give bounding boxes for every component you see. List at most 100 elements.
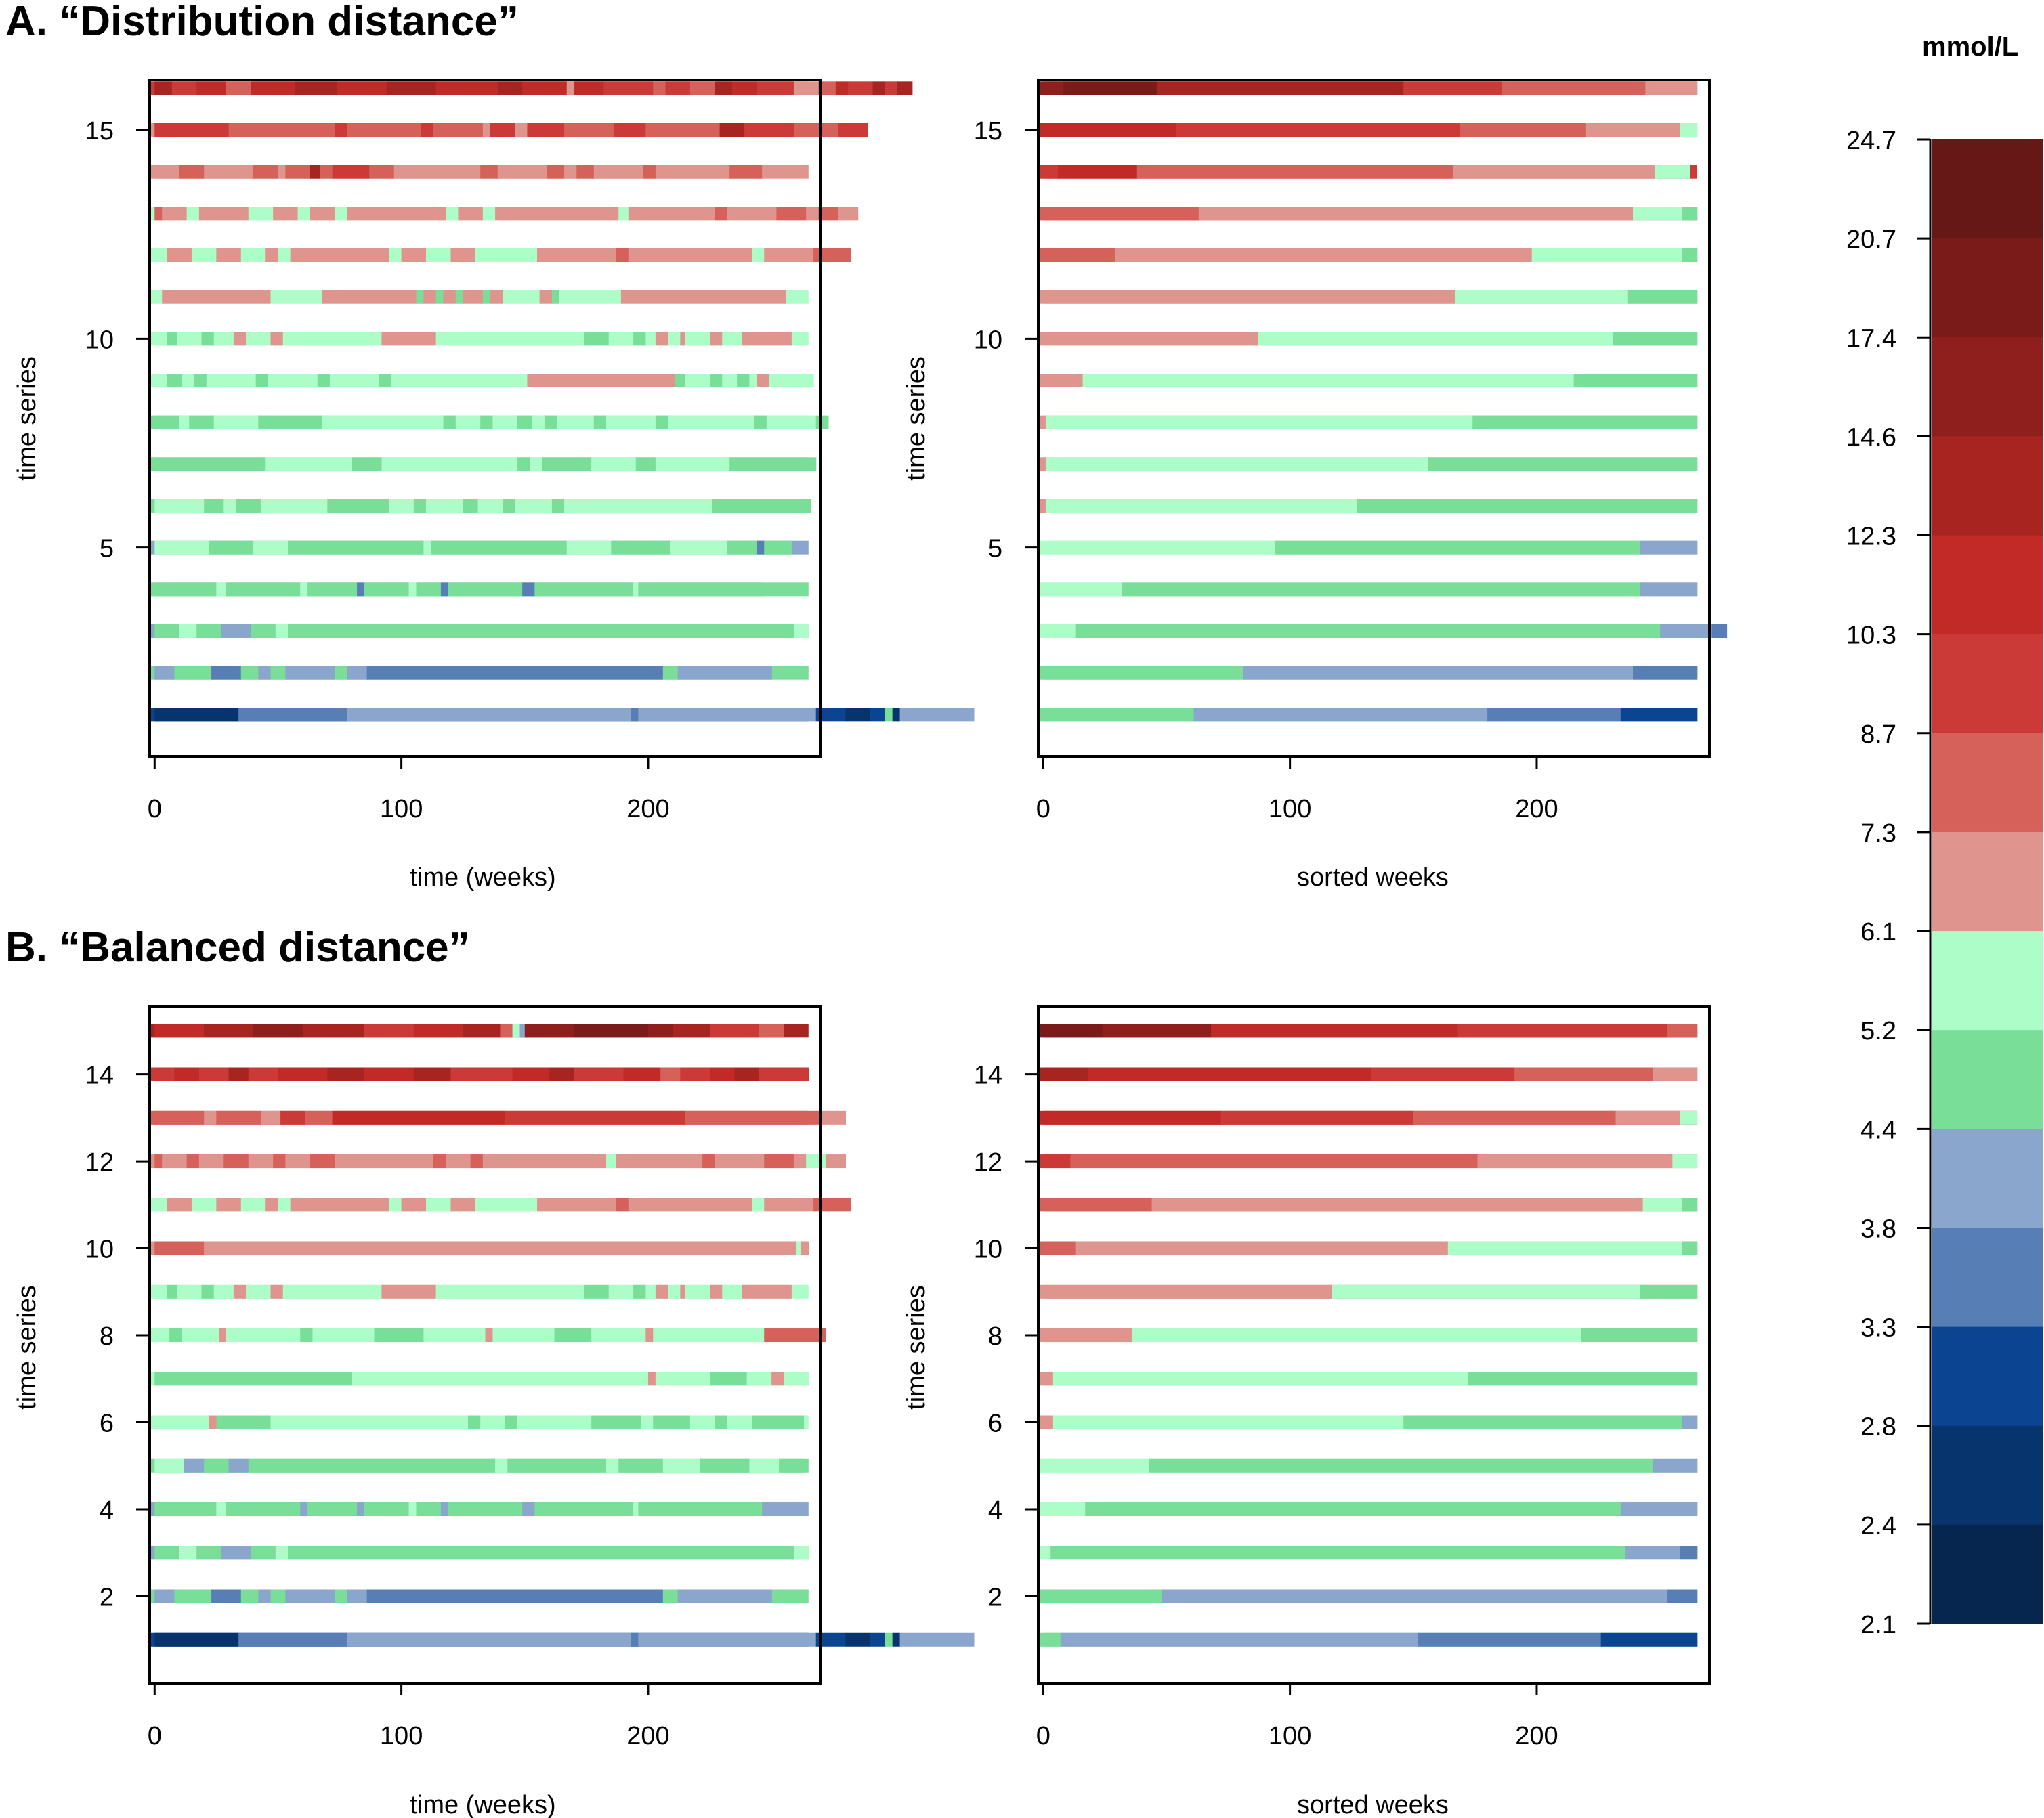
week-segment	[522, 81, 568, 95]
week-segment	[413, 499, 427, 513]
week-segment	[179, 624, 197, 638]
week-segment	[278, 1198, 291, 1212]
week-segment	[655, 457, 730, 471]
week-segment	[201, 332, 215, 346]
week-segment	[322, 415, 444, 429]
week-segment	[613, 123, 646, 137]
week-segment	[554, 1328, 592, 1343]
week-segment	[174, 666, 212, 680]
week-segment	[593, 165, 644, 179]
week-segment	[458, 207, 484, 221]
week-segment	[1640, 540, 1698, 555]
week-segment	[347, 666, 368, 680]
week-segment	[655, 332, 668, 346]
week-segment	[1620, 708, 1698, 722]
plot-frame	[1037, 79, 1711, 758]
week-segment	[749, 374, 757, 387]
week-segment	[710, 1284, 723, 1299]
week-segment	[1653, 1458, 1698, 1473]
week-segment	[1043, 1589, 1162, 1603]
week-segment	[204, 1024, 254, 1038]
week-segment	[628, 248, 752, 262]
week-segment	[1156, 81, 1404, 95]
week-segment	[480, 1415, 506, 1429]
week-segment	[1667, 1024, 1698, 1038]
week-segment	[320, 165, 333, 179]
week-segment	[223, 499, 237, 513]
week-segment	[204, 1110, 217, 1125]
week-segment	[779, 1458, 805, 1473]
week-segment	[204, 165, 254, 179]
week-segment	[1043, 1546, 1051, 1560]
week-segment	[327, 1067, 365, 1081]
week-segment	[1043, 624, 1076, 638]
week-segment	[167, 1198, 192, 1212]
week-segment	[416, 290, 425, 304]
week-segment	[480, 415, 494, 429]
week-segment	[793, 123, 839, 137]
week-segment	[729, 165, 763, 179]
week-segment	[1467, 1372, 1698, 1386]
week-segment	[1070, 1154, 1478, 1169]
legend-tick-label: 17.4	[1846, 324, 1896, 353]
week-segment	[1060, 1632, 1419, 1647]
week-segment	[310, 165, 320, 179]
week-segment	[154, 1589, 175, 1603]
x-tick-label: 100	[380, 1722, 423, 1750]
week-segment	[564, 165, 577, 179]
week-segment	[255, 374, 269, 387]
week-segment	[727, 207, 778, 221]
week-segment	[278, 1067, 328, 1081]
legend-swatch	[1932, 238, 2043, 339]
week-segment	[1045, 457, 1429, 471]
week-segment	[213, 332, 234, 346]
week-segment	[401, 1198, 427, 1212]
week-segment	[154, 1328, 170, 1343]
legend-unit: mmol/L	[1922, 32, 2018, 62]
week-segment	[347, 1589, 368, 1603]
week-segment	[751, 1415, 805, 1429]
week-segment	[240, 248, 266, 262]
week-segment	[633, 1502, 639, 1517]
week-segment	[608, 332, 634, 346]
legend-tick-label: 8.7	[1860, 720, 1896, 749]
week-segment	[507, 1458, 607, 1473]
week-segment	[260, 1110, 281, 1125]
week-segment	[492, 415, 518, 429]
week-segment	[559, 290, 622, 304]
week-segment	[1198, 207, 1634, 221]
week-segment	[712, 499, 812, 513]
week-segment	[668, 332, 681, 346]
week-segment	[1502, 81, 1646, 95]
x-tick-label: 0	[1036, 1722, 1050, 1750]
week-segment	[327, 499, 390, 513]
y-tick-label: 4	[100, 1496, 114, 1525]
week-segment	[606, 1154, 617, 1169]
week-segment	[655, 165, 730, 179]
week-segment	[1043, 540, 1276, 555]
week-segment	[793, 624, 809, 638]
week-segment	[337, 81, 387, 95]
week-segment	[715, 1415, 728, 1429]
week-segment	[746, 1372, 772, 1386]
week-segment	[522, 1502, 535, 1517]
week-segment	[275, 1546, 289, 1560]
legend-tick-label: 14.6	[1846, 423, 1896, 452]
week-segment	[662, 1589, 679, 1603]
week-segment	[154, 1067, 175, 1081]
week-segment	[154, 1502, 217, 1517]
week-segment	[1176, 123, 1461, 137]
week-segment	[416, 582, 442, 597]
x-axis-title: sorted weeks	[1297, 1791, 1449, 1818]
week-segment	[307, 1502, 358, 1517]
week-segment	[1514, 1067, 1653, 1081]
week-segment	[769, 374, 814, 387]
week-segment	[364, 582, 410, 597]
week-segment	[423, 1328, 486, 1343]
week-segment	[282, 1284, 383, 1299]
week-segment	[463, 290, 484, 304]
week-segment	[515, 499, 553, 513]
week-segment	[440, 1502, 449, 1517]
week-segment	[154, 1198, 168, 1212]
week-segment	[793, 81, 819, 95]
